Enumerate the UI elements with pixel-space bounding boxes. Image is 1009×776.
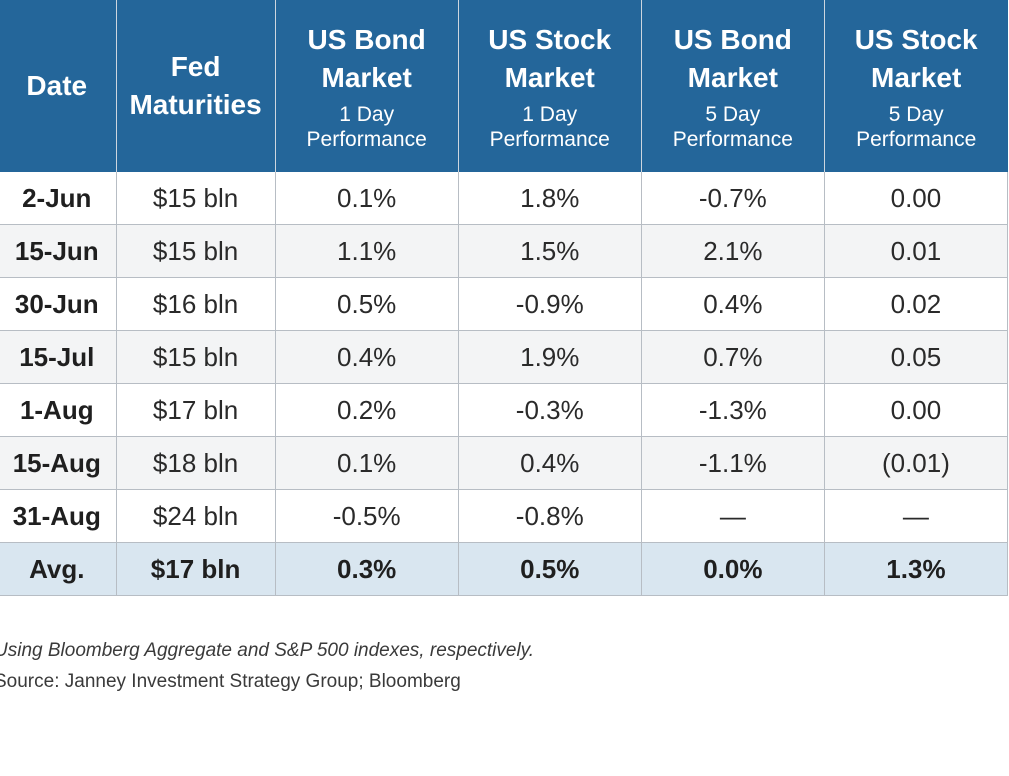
stock-1day-cell: 1.5%	[458, 224, 642, 278]
bond-5day-cell: 0.4%	[641, 277, 825, 331]
bond-1day-cell: -0.5%	[275, 489, 459, 543]
fed-maturity-cell: $24 bln	[116, 489, 276, 543]
bond-5day-cell: -1.1%	[641, 436, 825, 490]
stock-5day-cell: —	[824, 489, 1009, 543]
bond-1day-cell: 0.1%	[275, 172, 459, 225]
table-row: 1-Aug $17 bln 0.2% -0.3% -1.3% 0.00	[0, 383, 1009, 437]
average-cell: 1.3%	[824, 542, 1009, 596]
average-cell: 0.5%	[458, 542, 642, 596]
stock-1day-cell: 1.9%	[458, 330, 642, 384]
header-bond-5day: US Bond Market 5 Day Performance	[641, 0, 825, 172]
average-row: Avg. $17 bln 0.3% 0.5% 0.0% 1.3%	[0, 542, 1009, 596]
fed-maturity-cell: $15 bln	[116, 224, 276, 278]
header-title: US Stock Market	[854, 23, 978, 93]
stock-5day-cell: 0.00	[824, 383, 1009, 437]
header-title: US Bond Market	[673, 23, 792, 93]
average-label: Avg.	[0, 542, 117, 596]
bond-1day-cell: 0.5%	[275, 277, 459, 331]
stock-5day-cell: 0.01	[824, 224, 1009, 278]
stock-1day-cell: -0.3%	[458, 383, 642, 437]
header-bond-1day: US Bond Market 1 Day Performance	[275, 0, 459, 172]
header-subtitle: 5 Day Performance	[856, 102, 977, 151]
bond-5day-cell: -1.3%	[641, 383, 825, 437]
date-cell: 15-Aug	[0, 436, 117, 490]
stock-1day-cell: 1.8%	[458, 172, 642, 225]
header-subtitle: 5 Day Performance	[672, 102, 793, 151]
source-note: Source: Janney Investment Strategy Group…	[0, 671, 461, 692]
header-title: US Stock Market	[488, 23, 612, 93]
performance-table: Date Fed Maturities US Bond Market 1 Day…	[0, 0, 1009, 596]
table-row: 15-Jul $15 bln 0.4% 1.9% 0.7% 0.05	[0, 330, 1009, 384]
bond-5day-cell: -0.7%	[641, 172, 825, 225]
average-cell: 0.0%	[641, 542, 825, 596]
fed-maturity-cell: $16 bln	[116, 277, 276, 331]
table-row: 15-Aug $18 bln 0.1% 0.4% -1.1% (0.01)	[0, 436, 1009, 490]
header-stock-1day: US Stock Market 1 Day Performance	[458, 0, 642, 172]
header-subtitle: 1 Day Performance	[489, 102, 610, 151]
stock-5day-cell: 0.05	[824, 330, 1009, 384]
header-stock-5day: US Stock Market 5 Day Performance	[824, 0, 1008, 172]
stock-1day-cell: 0.4%	[458, 436, 642, 490]
date-cell: 15-Jul	[0, 330, 117, 384]
header-subtitle: 1 Day Performance	[306, 102, 427, 151]
header-row: Date Fed Maturities US Bond Market 1 Day…	[0, 0, 1008, 172]
date-cell: 31-Aug	[0, 489, 117, 543]
table-body: 2-Jun $15 bln 0.1% 1.8% -0.7% 0.00 15-Jun $15 b…	[0, 172, 1009, 596]
header-date: Date	[0, 0, 117, 172]
date-cell: 30-Jun	[0, 277, 117, 331]
stock-5day-cell: (0.01)	[824, 436, 1009, 490]
fed-maturity-cell: $17 bln	[116, 383, 276, 437]
stock-1day-cell: -0.9%	[458, 277, 642, 331]
table-row: 30-Jun $16 bln 0.5% -0.9% 0.4% 0.02	[0, 277, 1009, 331]
date-cell: 1-Aug	[0, 383, 117, 437]
stock-5day-cell: 0.00	[824, 172, 1009, 225]
fed-maturity-cell: $15 bln	[116, 172, 276, 225]
bond-5day-cell: 2.1%	[641, 224, 825, 278]
header-title: Date	[26, 70, 88, 101]
bond-1day-cell: 1.1%	[275, 224, 459, 278]
date-cell: 2-Jun	[0, 172, 117, 225]
table-row: 31-Aug $24 bln -0.5% -0.8% — —	[0, 489, 1009, 543]
bond-5day-cell: 0.7%	[641, 330, 825, 384]
stock-5day-cell: 0.02	[824, 277, 1009, 331]
bond-5day-cell: —	[641, 489, 825, 543]
average-cell: 0.3%	[275, 542, 459, 596]
table-row: 15-Jun $15 bln 1.1% 1.5% 2.1% 0.01	[0, 224, 1009, 278]
average-cell: $17 bln	[116, 542, 276, 596]
header-title: US Bond Market	[307, 23, 426, 93]
header-fed-maturities: Fed Maturities	[116, 0, 276, 172]
stock-1day-cell: -0.8%	[458, 489, 642, 543]
date-cell: 15-Jun	[0, 224, 117, 278]
footnote: Using Bloomberg Aggregate and S&P 500 in…	[0, 640, 535, 661]
bond-1day-cell: 0.1%	[275, 436, 459, 490]
bond-1day-cell: 0.4%	[275, 330, 459, 384]
fed-maturity-cell: $15 bln	[116, 330, 276, 384]
fed-maturity-cell: $18 bln	[116, 436, 276, 490]
header-title: Fed Maturities	[129, 51, 262, 120]
table-row: 2-Jun $15 bln 0.1% 1.8% -0.7% 0.00	[0, 172, 1009, 225]
bond-1day-cell: 0.2%	[275, 383, 459, 437]
